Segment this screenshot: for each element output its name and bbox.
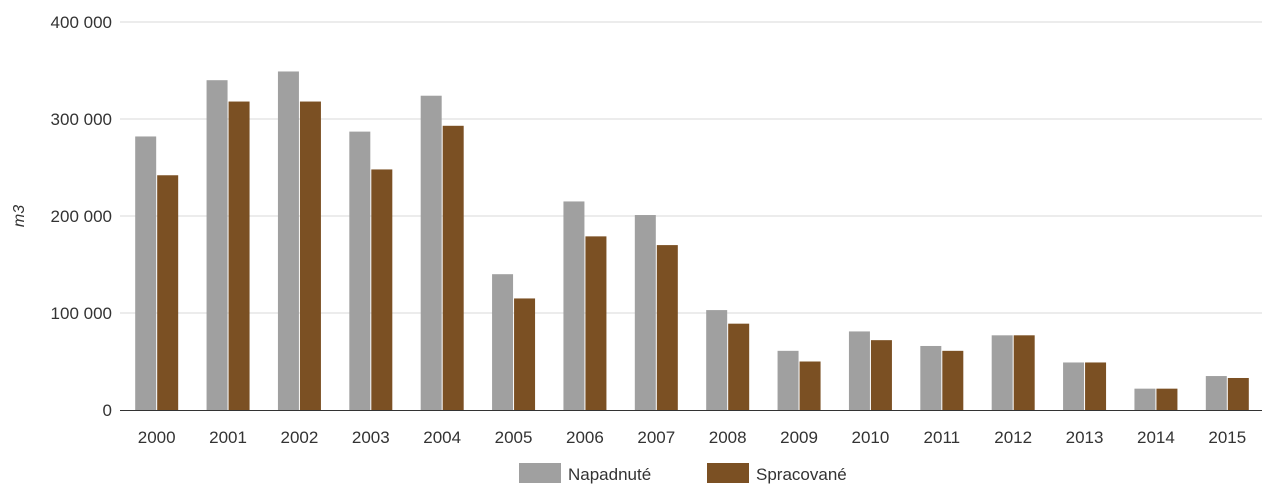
bar-napadnute-2003 bbox=[349, 131, 371, 411]
bar-napadnute-2000 bbox=[135, 136, 157, 410]
legend-label: Napadnuté bbox=[568, 465, 651, 484]
x-tick-label: 2000 bbox=[138, 428, 176, 447]
bar-spracovane-2009 bbox=[799, 361, 821, 410]
y-tick-label: 0 bbox=[103, 401, 112, 420]
bar-napadnute-2004 bbox=[420, 95, 442, 410]
bar-napadnute-2005 bbox=[492, 274, 514, 410]
x-axis-ticks: 2000 2001 2002 2003 2004 2005 2006 2007 2008 2009… bbox=[138, 428, 1246, 447]
y-tick-label: 200 000 bbox=[51, 207, 112, 226]
x-tick-label: 2007 bbox=[637, 428, 675, 447]
bar-spracovane-2001 bbox=[228, 101, 250, 410]
x-tick-label: 2015 bbox=[1208, 428, 1246, 447]
bar-napadnute-2006 bbox=[563, 201, 585, 410]
x-tick-label: 2013 bbox=[1066, 428, 1104, 447]
bar-napadnute-2008 bbox=[706, 310, 728, 410]
bar-spracovane-2013 bbox=[1085, 362, 1107, 410]
bar-napadnute-2010 bbox=[848, 331, 870, 410]
bar-napadnute-2014 bbox=[1134, 388, 1156, 410]
y-axis-ticks: 0 100 000 200 000 300 000 400 000 bbox=[51, 13, 112, 420]
legend-swatch bbox=[519, 463, 561, 483]
x-tick-label: 2002 bbox=[281, 428, 319, 447]
bar-spracovane-2004 bbox=[442, 125, 464, 410]
x-tick-label: 2009 bbox=[780, 428, 818, 447]
x-tick-label: 2001 bbox=[209, 428, 247, 447]
x-tick-label: 2004 bbox=[423, 428, 461, 447]
bar-spracovane-2014 bbox=[1156, 388, 1178, 410]
bar-spracovane-2007 bbox=[656, 245, 678, 410]
legend-label: Spracované bbox=[756, 465, 847, 484]
bars bbox=[135, 71, 1249, 411]
y-tick-label: 300 000 bbox=[51, 110, 112, 129]
bar-napadnute-2002 bbox=[277, 71, 299, 410]
bar-napadnute-2012 bbox=[991, 335, 1013, 410]
legend: Napadnuté Spracované bbox=[519, 463, 847, 484]
bar-spracovane-2010 bbox=[870, 340, 892, 410]
bar-napadnute-2013 bbox=[1063, 362, 1085, 410]
bar-napadnute-2009 bbox=[777, 350, 799, 410]
bar-napadnute-2015 bbox=[1205, 376, 1227, 410]
bar-napadnute-2007 bbox=[634, 215, 656, 410]
x-tick-label: 2006 bbox=[566, 428, 604, 447]
legend-swatch bbox=[707, 463, 749, 483]
x-tick-label: 2008 bbox=[709, 428, 747, 447]
bar-spracovane-2002 bbox=[299, 101, 321, 410]
bar-napadnute-2001 bbox=[206, 80, 228, 410]
bar-napadnute-2011 bbox=[920, 345, 942, 410]
bar-spracovane-2006 bbox=[585, 236, 607, 410]
bar-spracovane-2011 bbox=[942, 350, 964, 410]
y-tick-label: 400 000 bbox=[51, 13, 112, 32]
bar-spracovane-2005 bbox=[514, 298, 536, 410]
x-tick-label: 2014 bbox=[1137, 428, 1175, 447]
y-axis-title: m3 bbox=[11, 205, 28, 227]
x-tick-label: 2010 bbox=[852, 428, 890, 447]
bar-spracovane-2003 bbox=[371, 169, 393, 410]
y-tick-label: 100 000 bbox=[51, 304, 112, 323]
x-tick-label: 2012 bbox=[994, 428, 1032, 447]
bar-spracovane-2000 bbox=[157, 175, 179, 410]
x-tick-label: 2003 bbox=[352, 428, 390, 447]
bar-spracovane-2015 bbox=[1227, 377, 1249, 410]
x-tick-label: 2005 bbox=[495, 428, 533, 447]
bar-spracovane-2008 bbox=[728, 323, 750, 410]
bar-spracovane-2012 bbox=[1013, 335, 1035, 410]
x-tick-label: 2011 bbox=[924, 428, 961, 447]
